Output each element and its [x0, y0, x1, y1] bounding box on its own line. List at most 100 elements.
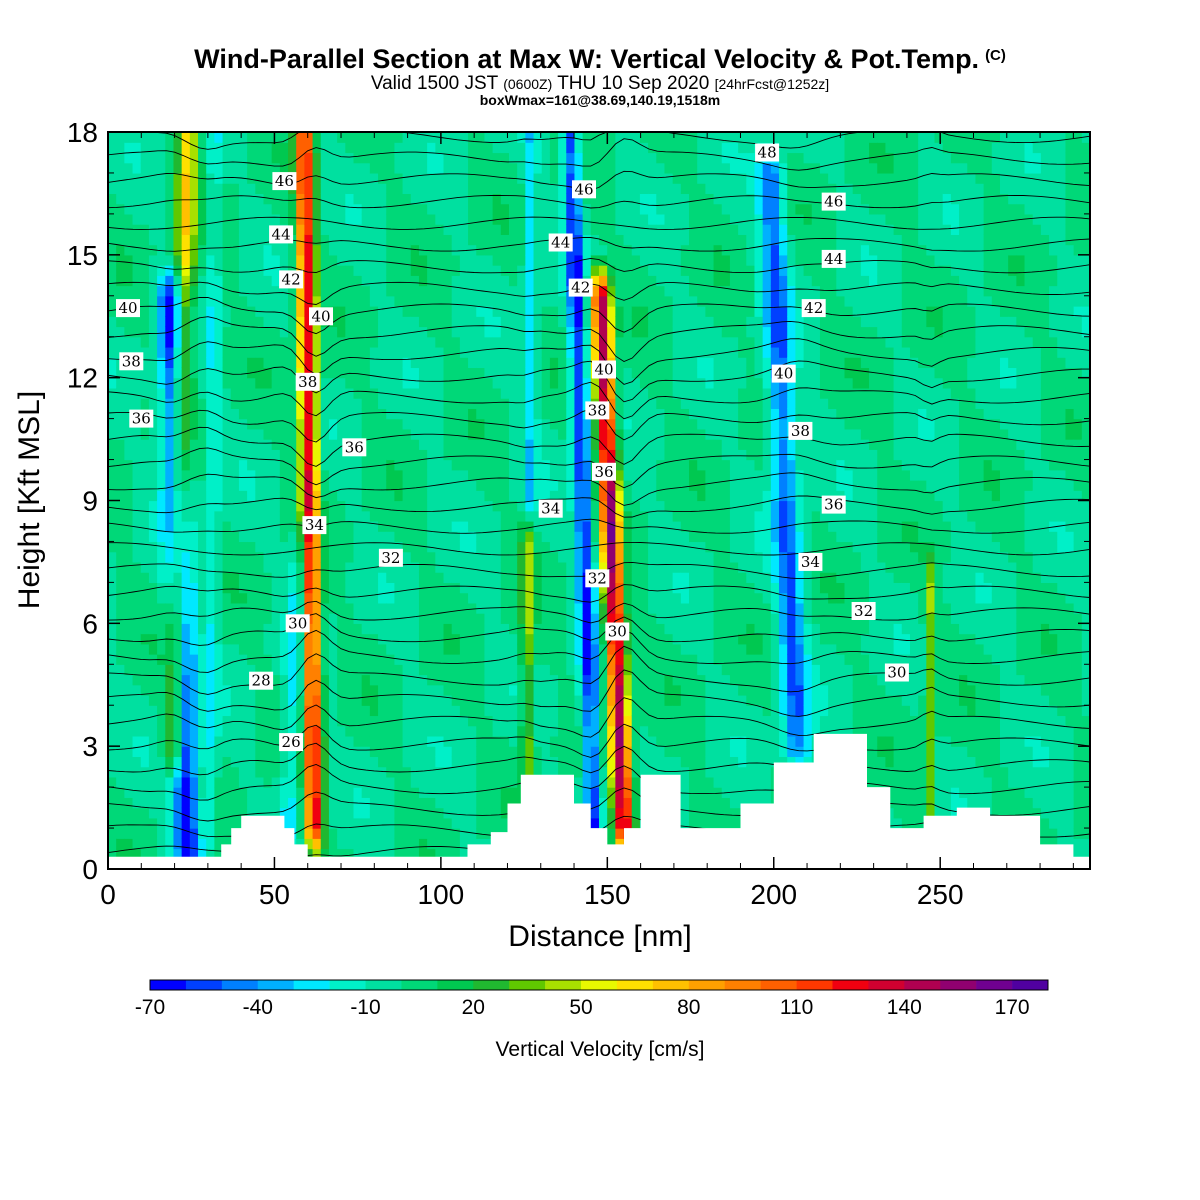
vv-cell [402, 735, 412, 747]
vv-cell [214, 551, 224, 563]
vv-cell [623, 285, 633, 297]
vv-cell [230, 306, 240, 317]
vv-cell [214, 694, 224, 706]
vv-cell [427, 633, 436, 645]
vv-cell [639, 193, 649, 205]
vv-cell [312, 244, 322, 256]
vv-cell [410, 674, 420, 686]
vv-cell [198, 776, 207, 788]
vv-cell [533, 367, 543, 379]
vv-cell [664, 490, 674, 502]
vv-cell [639, 213, 649, 225]
vv-cell [558, 336, 567, 348]
vv-cell [296, 449, 305, 461]
vv-cell [484, 500, 494, 512]
vv-cell [222, 643, 232, 655]
vv-cell [508, 213, 518, 225]
vv-cell [541, 183, 551, 195]
vv-cell [165, 582, 175, 594]
vv-cell [238, 203, 248, 215]
vv-cell [238, 459, 248, 471]
vv-cell [418, 797, 428, 809]
vv-cell [386, 357, 396, 369]
vv-cell [304, 551, 314, 563]
vv-cell [468, 715, 477, 727]
vv-cell [157, 387, 166, 399]
vv-cell [124, 213, 134, 225]
vv-cell [140, 776, 150, 788]
vv-cell [288, 418, 297, 430]
vv-cell [517, 367, 526, 379]
vv-cell [157, 838, 166, 850]
vv-cell [238, 336, 248, 348]
vv-cell [517, 398, 526, 409]
vv-cell [427, 654, 436, 665]
vv-cell [492, 254, 502, 266]
vv-cell [189, 541, 199, 553]
vv-cell [476, 480, 486, 491]
vv-cell [435, 285, 445, 297]
vv-cell [558, 746, 567, 758]
vv-cell [631, 551, 641, 563]
vv-cell [607, 183, 616, 195]
vv-cell [279, 203, 289, 215]
vv-cell [533, 285, 543, 297]
vv-cell [566, 643, 576, 655]
vv-cell [607, 142, 616, 154]
vv-cell [386, 705, 396, 717]
vv-cell [418, 715, 428, 727]
vv-cell [304, 787, 314, 798]
vv-cell [124, 735, 134, 747]
vv-cell [124, 817, 134, 829]
vv-cell [337, 787, 346, 798]
vv-cell [607, 336, 616, 348]
vv-cell [574, 172, 584, 184]
vv-cell [132, 592, 142, 604]
vv-cell [484, 613, 494, 624]
vv-cell [517, 551, 526, 563]
vv-cell [148, 387, 158, 399]
vv-cell [623, 776, 633, 788]
vv-cell [304, 664, 314, 676]
vv-cell [214, 848, 224, 860]
vv-cell [639, 510, 649, 522]
vv-cell [599, 203, 608, 215]
vv-cell [607, 531, 616, 543]
vv-cell [108, 725, 117, 737]
vv-cell [435, 602, 445, 614]
vv-cell [271, 551, 281, 563]
vv-cell [402, 387, 412, 399]
vv-cell [664, 735, 674, 747]
vv-cell [492, 480, 502, 491]
vv-cell [639, 520, 649, 532]
vv-cell [247, 756, 256, 768]
vv-cell [410, 142, 420, 154]
vv-cell [435, 807, 445, 819]
vv-cell [402, 520, 412, 532]
vv-cell [378, 152, 387, 164]
vv-cell [648, 592, 657, 604]
vv-cell [353, 234, 363, 246]
vv-cell [238, 735, 248, 747]
vv-cell [476, 838, 486, 850]
vv-cell [648, 551, 657, 563]
vv-cell [484, 694, 494, 706]
vv-cell [517, 735, 526, 747]
vv-cell [631, 234, 641, 246]
vv-cell [541, 162, 551, 174]
vv-cell [435, 531, 445, 543]
vv-cell [443, 725, 453, 737]
vv-cell [230, 172, 240, 184]
vv-cell [443, 459, 453, 471]
vv-cell [312, 654, 322, 665]
vv-cell [656, 490, 666, 502]
vv-cell [508, 316, 518, 328]
vv-cell [607, 306, 616, 317]
vv-cell [279, 367, 289, 379]
vv-cell [124, 592, 134, 604]
vv-cell [500, 234, 510, 246]
vv-cell [230, 275, 240, 287]
vv-cell [304, 746, 314, 758]
vv-cell [402, 162, 412, 174]
vv-cell [271, 776, 281, 788]
